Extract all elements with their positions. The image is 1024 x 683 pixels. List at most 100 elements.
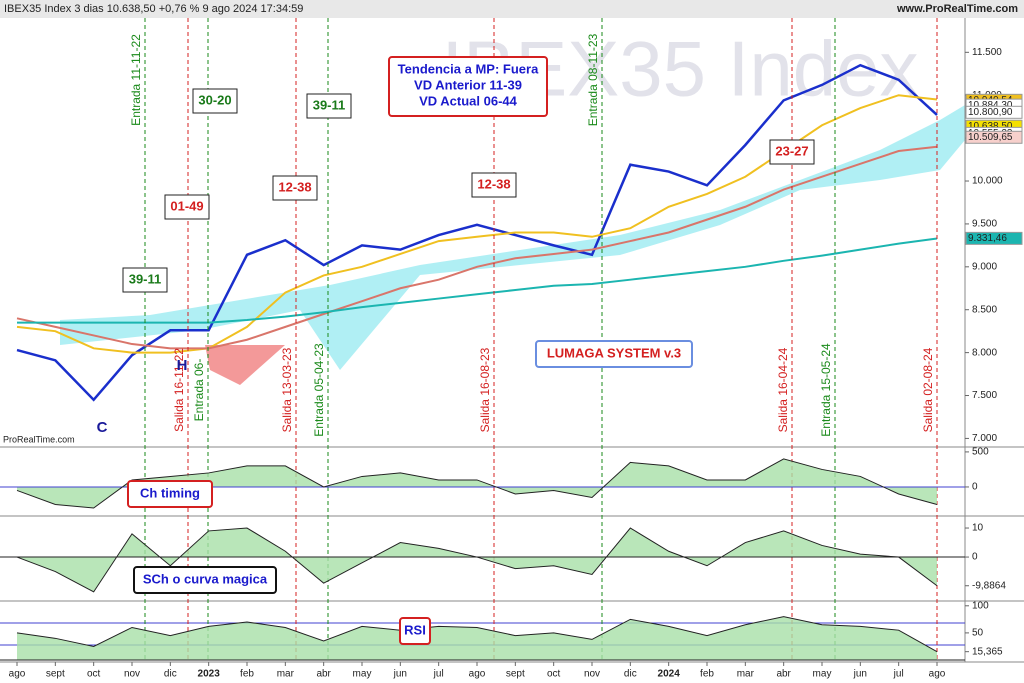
last-label: 9.331,46 xyxy=(968,233,1007,244)
x-tick-label: nov xyxy=(124,669,140,680)
x-tick-label: abr xyxy=(776,669,791,680)
signal-label: Salida 13-03-23 xyxy=(280,347,294,432)
credit: ProRealTime.com xyxy=(3,434,75,444)
indicator-title: RSI xyxy=(404,622,426,637)
last-label: 10.800,90 xyxy=(968,107,1013,118)
label-box-text: 39-11 xyxy=(129,271,162,286)
price-line xyxy=(17,237,938,324)
trend-box xyxy=(388,56,548,117)
label-box xyxy=(192,88,238,114)
signal-label: Entrada 05-04-23 xyxy=(312,343,326,437)
x-tick-label: jun xyxy=(393,669,407,680)
y-tick-label: 0 xyxy=(972,482,978,493)
label-box-text: 12-38 xyxy=(278,179,311,194)
y-tick-label: 9.000 xyxy=(972,261,997,272)
y-tick-label: 7.000 xyxy=(972,433,997,444)
y-tick-label: 8.500 xyxy=(972,304,997,315)
signal-label: Salida 02-08-24 xyxy=(921,347,935,432)
last-label-bg xyxy=(965,130,1023,144)
indicator-fill xyxy=(17,616,937,660)
last-label: 10.509,65 xyxy=(968,132,1013,143)
cloud xyxy=(60,105,965,370)
trend-text: VD Anterior 11-39 xyxy=(414,77,522,92)
last-label: 10.884,30 xyxy=(968,100,1013,111)
indicator-title-box xyxy=(133,566,277,594)
label-box-text: 30-20 xyxy=(198,92,231,107)
site: www.ProRealTime.com xyxy=(896,3,1018,15)
y-tick-label: 500 xyxy=(972,447,989,458)
indicator-title-box xyxy=(399,617,431,645)
indicator-fill xyxy=(17,528,937,592)
y-tick-label: -9,8864 xyxy=(972,580,1006,591)
label-box xyxy=(164,194,210,220)
price-line xyxy=(16,63,938,402)
header-title: IBEX35 Index 3 dias 10.638,50 +0,76 % 9 … xyxy=(4,3,303,15)
x-tick-label: may xyxy=(813,669,832,680)
signal-label: Salida 16-04-24 xyxy=(776,347,790,432)
last-label-bg xyxy=(965,231,1023,245)
indicator-title: Ch timing xyxy=(140,485,200,500)
system-text: LUMAGA SYSTEM v.3 xyxy=(547,345,681,360)
label-box-text: 39-11 xyxy=(313,97,346,112)
x-tick-label: jul xyxy=(433,669,444,680)
last-label-bg xyxy=(965,105,1023,119)
label-box-text: 23-27 xyxy=(775,143,808,158)
trend-text: Tendencia a MP: Fuera xyxy=(398,61,539,76)
y-tick-label: 7.500 xyxy=(972,390,997,401)
cloud-red xyxy=(205,345,285,385)
signal-label: Salida 16-08-23 xyxy=(478,347,492,432)
x-tick-label: mar xyxy=(737,669,755,680)
trend-text: VD Actual 06-44 xyxy=(419,93,518,108)
price-line xyxy=(16,145,938,350)
y-tick-label: 9.500 xyxy=(972,219,997,230)
y-tick-label: 11.500 xyxy=(972,47,1002,58)
header-bar xyxy=(0,0,1024,18)
indicator-title-box xyxy=(127,480,213,508)
y-tick-label: 15,365 xyxy=(972,646,1003,657)
point-label: C xyxy=(97,419,108,436)
x-tick-label: 2024 xyxy=(658,669,681,680)
x-tick-label: feb xyxy=(240,669,254,680)
label-box xyxy=(769,139,815,165)
system-box xyxy=(535,340,693,368)
x-tick-label: mar xyxy=(277,669,295,680)
y-tick-label: 10.000 xyxy=(972,176,1003,187)
label-box xyxy=(306,93,352,119)
x-tick-label: oct xyxy=(87,669,101,680)
indicator-line xyxy=(16,616,938,653)
label-box-text: 12-38 xyxy=(477,176,510,191)
point-label: H xyxy=(177,357,188,374)
x-tick-label: feb xyxy=(700,669,714,680)
indicator-fill xyxy=(17,458,937,508)
indicator-title: SCh o curva magica xyxy=(143,571,268,586)
label-box xyxy=(272,175,318,201)
signal-label: Salida 16-11-22 xyxy=(172,348,186,432)
x-tick-label: jun xyxy=(853,669,867,680)
x-tick-label: ago xyxy=(9,669,26,680)
x-tick-label: jul xyxy=(893,669,904,680)
x-tick-label: ago xyxy=(469,669,486,680)
last-label: 10.638,50 xyxy=(968,121,1013,132)
x-tick-label: sept xyxy=(506,669,525,680)
signal-label: Entrada 08-11-23 xyxy=(586,33,600,126)
label-box-text: 01-49 xyxy=(170,198,203,213)
y-tick-label: 50 xyxy=(972,628,984,639)
indicator-line xyxy=(16,458,938,509)
signal-label: Entrada 15-05-24 xyxy=(819,343,833,437)
signal-label: Entrada 06- xyxy=(192,359,206,422)
signal-label: Entrada 11-11-22 xyxy=(129,34,143,126)
y-tick-label: 100 xyxy=(972,600,989,611)
x-tick-label: dic xyxy=(624,669,637,680)
label-box xyxy=(471,172,517,198)
y-tick-label: 0 xyxy=(972,552,978,563)
x-tick-label: sept xyxy=(46,669,65,680)
x-tick-label: ago xyxy=(929,669,946,680)
y-tick-label: 8.000 xyxy=(972,347,997,358)
x-tick-label: may xyxy=(353,669,372,680)
y-tick-label: 10 xyxy=(972,523,984,534)
x-tick-label: dic xyxy=(164,669,177,680)
x-tick-label: oct xyxy=(547,669,561,680)
x-tick-label: nov xyxy=(584,669,600,680)
x-tick-label: abr xyxy=(316,669,331,680)
